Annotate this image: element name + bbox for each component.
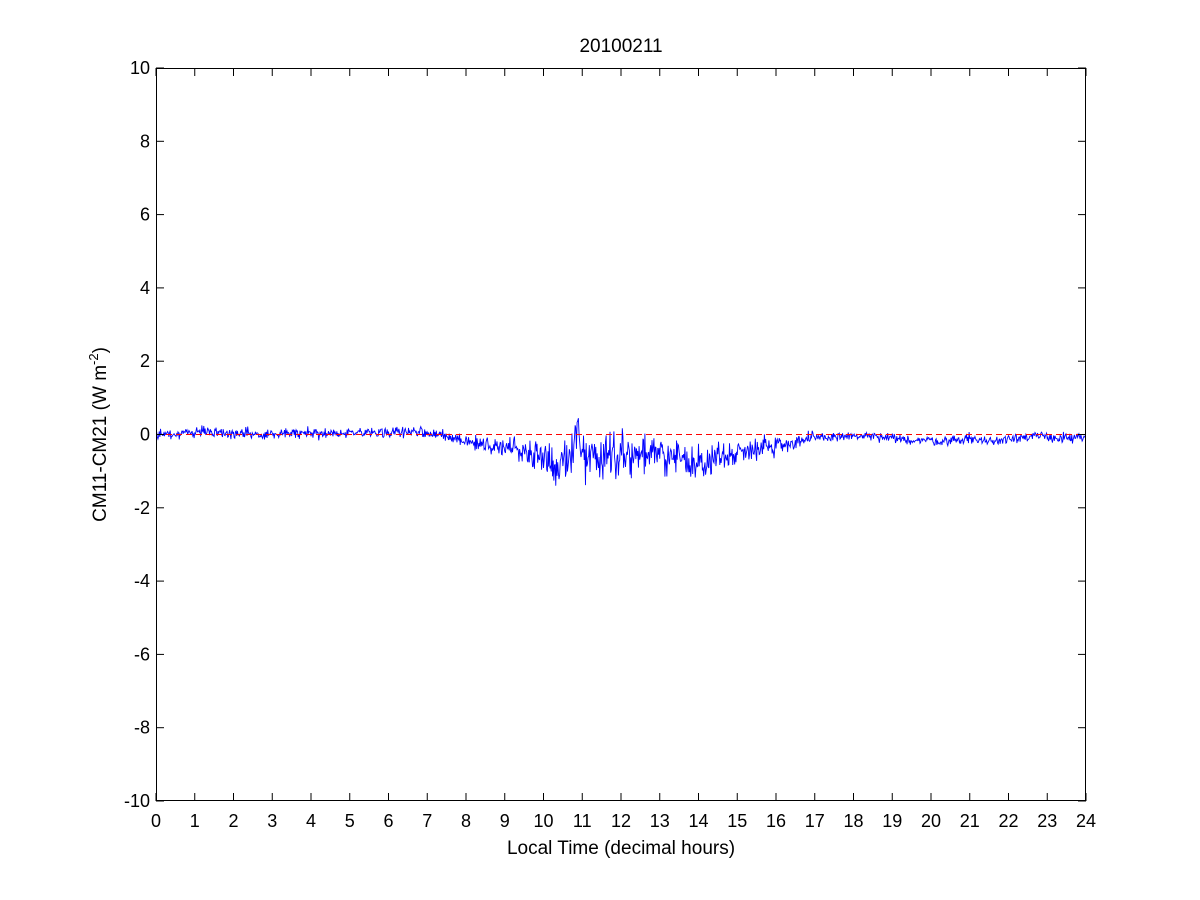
y-axis-label-main: CM11-CM21 (W m	[90, 365, 111, 522]
plot-frame	[156, 68, 1086, 801]
y-tick-label: 0	[140, 425, 150, 445]
y-tick-label: 8	[140, 131, 150, 151]
y-tick-label: 4	[140, 278, 150, 298]
x-tick-label: 19	[882, 811, 902, 831]
x-tick-label: 6	[383, 811, 393, 831]
x-tick-label: 2	[228, 811, 238, 831]
x-tick-label: 11	[573, 811, 592, 831]
x-tick-label: 22	[998, 811, 1018, 831]
x-tick-label: 15	[727, 811, 747, 831]
y-axis-label-close: )	[90, 347, 111, 353]
x-tick-label: 1	[190, 811, 200, 831]
chart-title: 20100211	[579, 36, 662, 57]
x-tick-label: 8	[461, 811, 471, 831]
x-tick-label: 12	[611, 811, 631, 831]
y-tick-label: 2	[140, 351, 150, 371]
x-tick-label: 9	[500, 811, 510, 831]
y-tick-label: -8	[134, 718, 150, 738]
series-line	[156, 418, 1086, 486]
x-tick-label: 24	[1076, 811, 1096, 831]
x-tick-label: 7	[422, 811, 432, 831]
y-axis-label: CM11-CM21 (W m-2)	[86, 347, 111, 522]
y-tick-label: -10	[124, 791, 150, 811]
x-tick-label: 23	[1037, 811, 1057, 831]
x-tick-label: 3	[267, 811, 277, 831]
y-tick-label: -6	[134, 644, 150, 664]
y-axis-label-exponent: -2	[86, 353, 101, 365]
x-tick-label: 0	[151, 811, 161, 831]
y-tick-label: -2	[134, 498, 150, 518]
x-tick-label: 5	[345, 811, 355, 831]
x-tick-label: 17	[805, 811, 825, 831]
data-layer	[156, 418, 1086, 486]
x-axis-label: Local Time (decimal hours)	[507, 838, 735, 859]
x-tick-label: 16	[766, 811, 786, 831]
x-tick-label: 4	[306, 811, 316, 831]
x-tick-label: 21	[960, 811, 980, 831]
y-tick-label: 6	[140, 205, 150, 225]
ticks	[155, 67, 1087, 802]
x-tick-label: 13	[650, 811, 670, 831]
x-tick-label: 10	[533, 811, 553, 831]
y-tick-label: 10	[130, 58, 150, 78]
x-tick-label: 18	[843, 811, 863, 831]
x-tick-label: 20	[921, 811, 941, 831]
tick-labels: 0 1 2 3 4 5 6 7 8 9 10 11 12 13 14 15 16 17 18 19 20 21 22 23 24…	[124, 58, 1096, 831]
x-tick-label: 14	[688, 811, 708, 831]
y-tick-label: -4	[134, 571, 150, 591]
